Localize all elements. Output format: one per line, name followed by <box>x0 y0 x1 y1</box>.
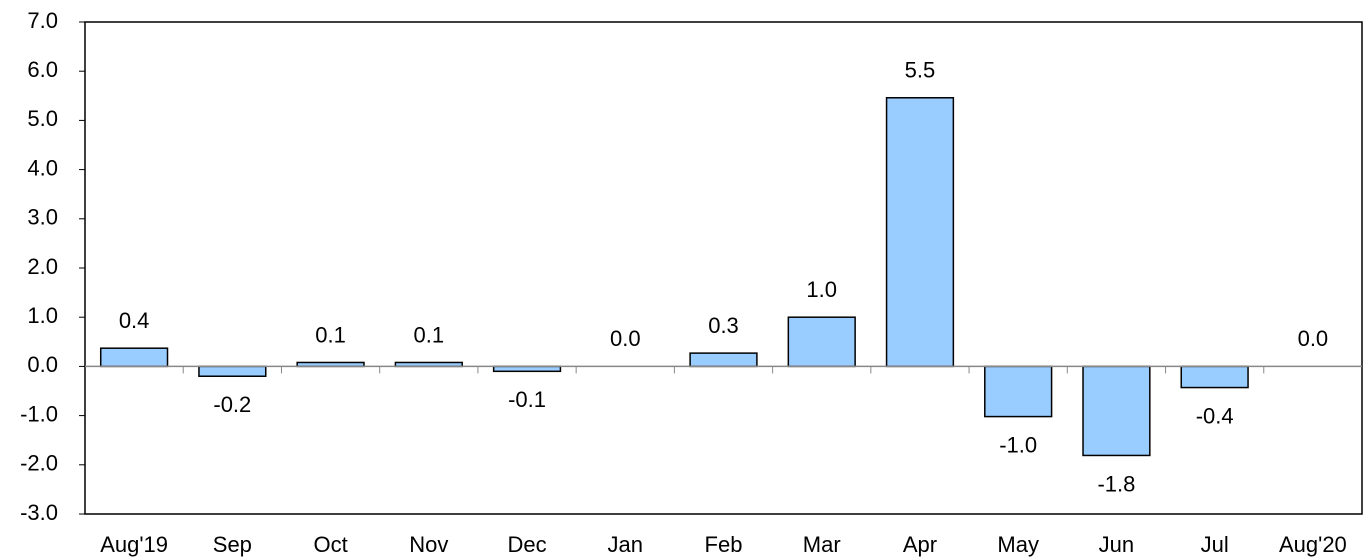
bar <box>1180 365 1249 389</box>
x-tick-label: Aug'20 <box>1279 532 1347 557</box>
x-tick-label: Jun <box>1099 532 1134 557</box>
plot-area <box>84 21 1363 515</box>
y-tick-label: 2.0 <box>27 254 58 279</box>
bar <box>1082 365 1151 457</box>
data-label: 1.0 <box>806 277 837 302</box>
x-tick-label: Jul <box>1201 532 1229 557</box>
x-tick-label: Mar <box>803 532 841 557</box>
bar <box>99 347 169 368</box>
data-label: 0.4 <box>119 308 150 333</box>
data-label: -0.4 <box>1196 403 1234 428</box>
x-tick-label: Sep <box>213 532 252 557</box>
data-label: 0.0 <box>1298 326 1329 351</box>
x-tick-label: May <box>997 532 1039 557</box>
y-tick-label: 0.0 <box>27 352 58 377</box>
y-tick-label: 5.0 <box>27 106 58 131</box>
y-tick-label: 4.0 <box>27 155 58 180</box>
bar <box>198 365 267 377</box>
data-label: -1.8 <box>1097 471 1135 496</box>
x-tick-label: Feb <box>705 532 743 557</box>
data-label: 0.3 <box>708 313 739 338</box>
x-tick-label: Aug'19 <box>100 532 168 557</box>
data-label: 0.1 <box>414 322 445 347</box>
bar <box>787 316 856 368</box>
y-tick-label: 3.0 <box>27 205 58 230</box>
bar <box>984 365 1053 418</box>
data-label: -1.0 <box>999 432 1037 457</box>
bar <box>885 97 955 368</box>
data-label: -0.1 <box>508 387 546 412</box>
y-tick-label: -1.0 <box>20 401 58 426</box>
x-tick-label: Jan <box>608 532 643 557</box>
data-label: 0.0 <box>610 326 641 351</box>
y-tick-label: 6.0 <box>27 57 58 82</box>
y-tick-label: -3.0 <box>20 500 58 525</box>
x-tick-label: Apr <box>903 532 937 557</box>
y-tick-label: 7.0 <box>27 8 58 33</box>
data-label: -0.2 <box>213 392 251 417</box>
x-tick-label: Dec <box>507 532 546 557</box>
x-tick-label: Nov <box>409 532 448 557</box>
data-label: 5.5 <box>905 58 936 83</box>
data-label: 0.1 <box>315 322 346 347</box>
bar <box>689 352 758 368</box>
y-tick-label: -2.0 <box>20 451 58 476</box>
y-tick-label: 1.0 <box>27 303 58 328</box>
x-tick-label: Oct <box>313 532 347 557</box>
